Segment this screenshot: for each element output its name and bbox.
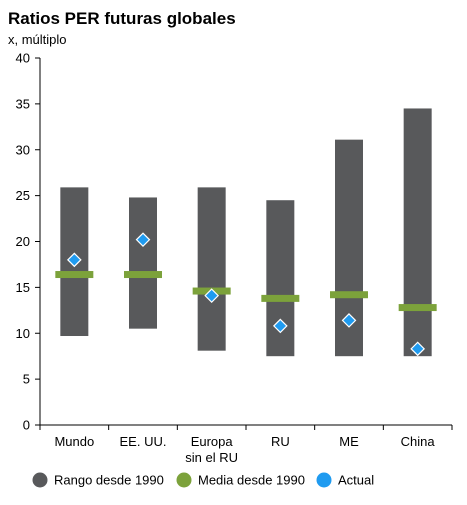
y-tick-label: 30 (16, 142, 30, 157)
x-tick-label: Europa sin el RU (185, 434, 238, 465)
mean-marker (261, 294, 300, 302)
y-tick-label: 0 (23, 418, 30, 433)
range-bar (129, 197, 157, 329)
actual-marker (204, 288, 220, 303)
axes: 0 5 10 15 20 25 30 35 40 Mundo EE. UU. Europa sin el… (16, 51, 453, 465)
legend-mean-label: Media desde 1990 (198, 473, 305, 488)
x-tick-label: RU (271, 434, 290, 449)
x-tick-label: China (401, 434, 436, 449)
mean-marker (330, 291, 368, 299)
mean-marker (398, 304, 437, 312)
actual-marker (135, 232, 151, 248)
y-tick-label: 25 (16, 188, 30, 203)
legend-actual-swatch (316, 472, 332, 488)
legend: Rango desde 1990 Media desde 1990 Actual (32, 472, 374, 488)
range-bar (403, 108, 432, 357)
x-tick-label: EE. UU. (120, 434, 167, 449)
chart-title: Ratios PER futuras globales (8, 9, 236, 28)
legend-mean-swatch (176, 472, 192, 488)
y-tick-label: 10 (16, 326, 30, 341)
y-tick-label: 15 (16, 280, 30, 295)
actual-marker (410, 341, 426, 357)
actual-marker (272, 318, 288, 334)
range-bars (60, 108, 432, 357)
actual-marker (341, 313, 357, 328)
actual-marker (66, 252, 82, 268)
mean-marker (55, 271, 94, 279)
x-tick-label: Mundo (54, 434, 94, 449)
y-tick-label: 5 (23, 372, 30, 387)
legend-actual-label: Actual (338, 473, 374, 488)
mean-markers (55, 271, 437, 312)
actual-markers (66, 232, 426, 357)
legend-range-label: Rango desde 1990 (54, 473, 164, 488)
legend-range-swatch (32, 472, 48, 488)
x-tick-label: ME (339, 434, 359, 449)
chart-subtitle: x, múltiplo (8, 32, 67, 47)
y-tick-label: 35 (16, 96, 30, 111)
range-bar (197, 187, 226, 351)
mean-marker (124, 271, 162, 279)
y-tick-label: 40 (16, 51, 30, 66)
y-tick-label: 20 (16, 234, 30, 249)
